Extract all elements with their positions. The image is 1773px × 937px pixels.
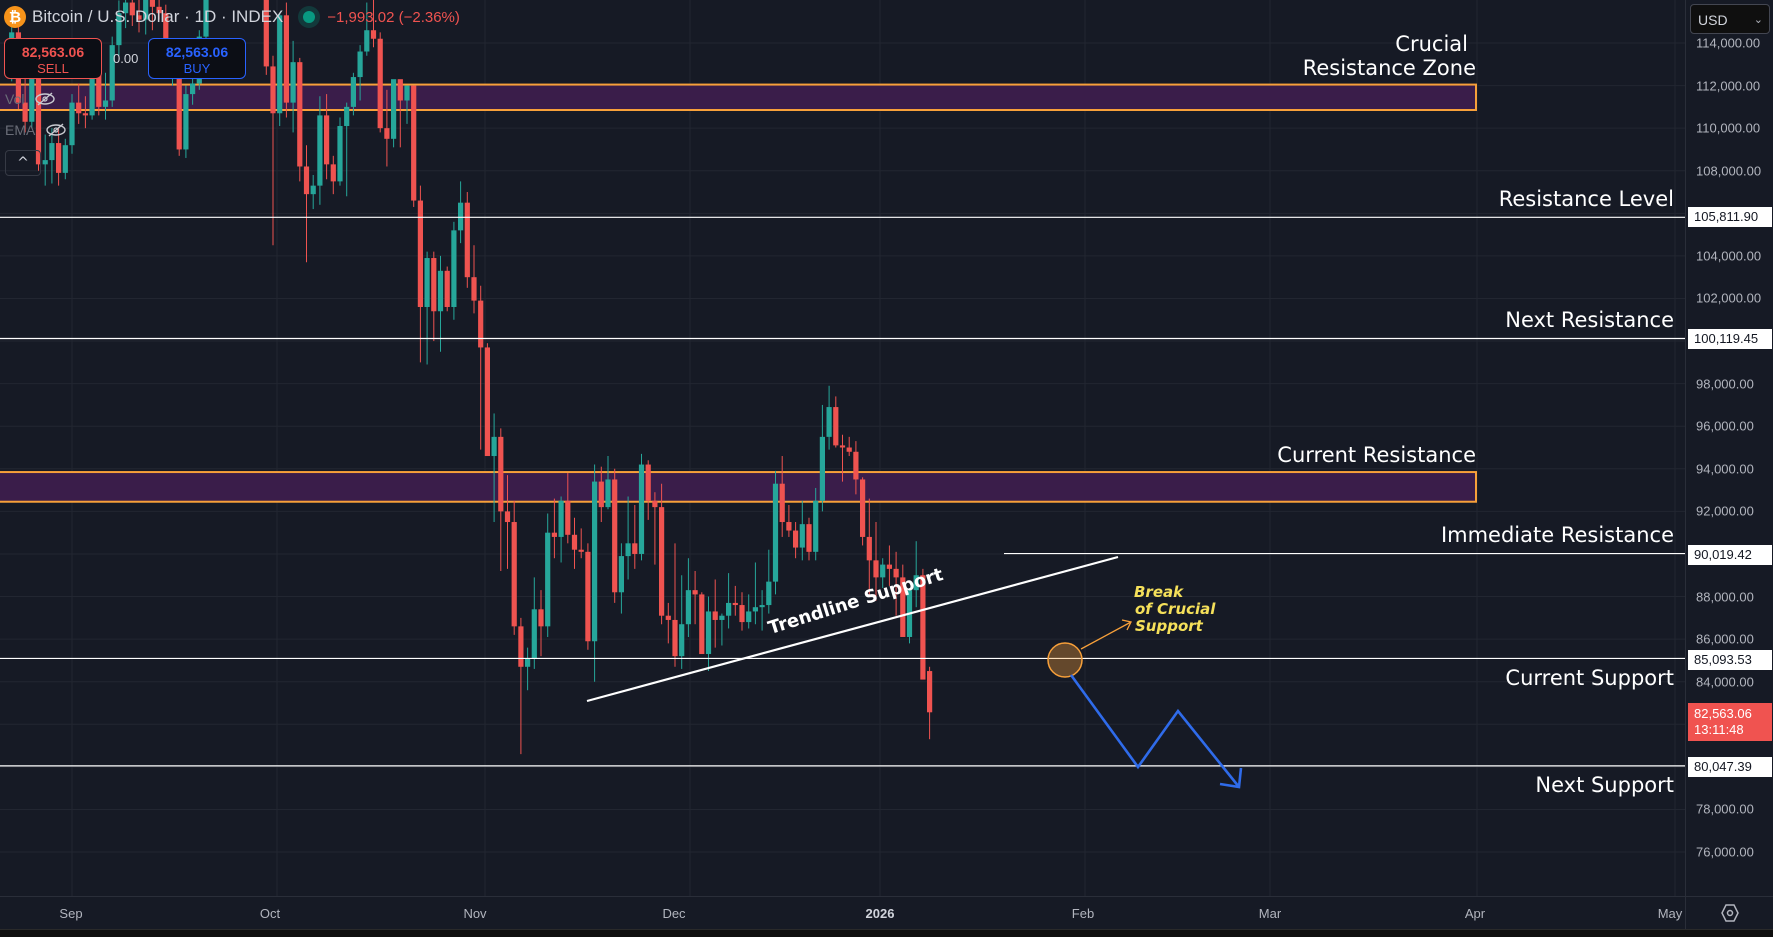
sell-button[interactable]: 82,563.06 SELL [4, 38, 102, 79]
resistance-level-label: Resistance Level [1498, 187, 1674, 211]
time-label-may: May [1657, 906, 1683, 921]
crucial-zone-label-line1: Crucial [1395, 32, 1468, 56]
crucial-zone-label: Crucial Resistance Zone [1303, 32, 1476, 80]
bitcoin-logo-icon: ₿ [4, 6, 26, 28]
projection-arrowhead [1219, 767, 1243, 789]
price-tick: 86,000.00 [1696, 631, 1754, 647]
price-flag-resistance-level: 105,811.90 [1688, 207, 1772, 227]
footer-strip [0, 929, 1773, 937]
resistance-zone-box[interactable] [0, 471, 1477, 503]
horizontal-levels [0, 216, 1685, 767]
chevron-down-icon: ⌄ [1753, 14, 1763, 26]
eye-off-icon[interactable] [45, 123, 67, 137]
resistance-zone-box[interactable] [0, 83, 1477, 111]
price-tick: 96,000.00 [1696, 418, 1754, 434]
break-highlight-circle[interactable] [1047, 642, 1083, 678]
chart-pane[interactable]: ₿ Bitcoin / U.S. Dollar · 1D · INDEX −1,… [0, 0, 1685, 896]
time-label-feb: Feb [1071, 906, 1095, 921]
drawings [586, 555, 1243, 789]
time-label-apr: Apr [1464, 906, 1486, 921]
price-tick: 110,000.00 [1696, 120, 1761, 136]
price-tick: 98,000.00 [1696, 376, 1754, 392]
break-label-line1: Break [1134, 583, 1184, 601]
currency-value: USD [1698, 12, 1728, 28]
grid-lines [0, 0, 1685, 896]
buy-price: 82,563.06 [165, 44, 229, 60]
spread-value: 0.00 [113, 51, 139, 66]
price-change: −1,993.02 (−2.36%) [327, 8, 460, 26]
buy-label: BUY [183, 61, 211, 76]
next-resistance-label: Next Resistance [1505, 308, 1674, 332]
candlestick-chart[interactable] [0, 0, 1685, 896]
price-flag-next-resistance: 100,119.45 [1688, 329, 1772, 349]
candles [9, 0, 933, 755]
trendline-support[interactable] [586, 555, 1119, 703]
indicator-ema[interactable]: EMA [5, 122, 67, 138]
price-tick: 76,000.00 [1696, 844, 1754, 860]
break-label-line3: Support [1135, 617, 1203, 635]
price-axis[interactable]: 114,000.00 112,000.00 110,000.00 108,000.00… [1685, 0, 1773, 896]
price-flag-next-support: 80,047.39 [1688, 757, 1772, 777]
price-tick: 78,000.00 [1696, 801, 1754, 817]
time-label-mar: Mar [1258, 906, 1282, 921]
settings-hexagon-icon[interactable] [1720, 903, 1740, 923]
chart-settings-corner[interactable] [1685, 896, 1773, 930]
eye-off-icon[interactable] [34, 92, 56, 106]
price-tick: 92,000.00 [1696, 503, 1754, 519]
last-price: 82,563.06 [1694, 706, 1752, 721]
symbol-legend[interactable]: ₿ Bitcoin / U.S. Dollar · 1D · INDEX −1,… [4, 6, 460, 28]
indicator-vol[interactable]: Vol [5, 91, 56, 107]
time-label-sep: Sep [59, 906, 83, 921]
break-label-line2: of Crucial [1135, 600, 1216, 618]
market-open-status-icon [303, 11, 316, 23]
current-support-label: Current Support [1505, 666, 1674, 690]
sell-label: SELL [37, 61, 69, 76]
price-tick: 114,000.00 [1696, 35, 1761, 51]
price-tick: 88,000.00 [1696, 589, 1754, 605]
sell-price: 82,563.06 [21, 44, 85, 60]
time-label-oct: Oct [259, 906, 281, 921]
next-support-label: Next Support [1535, 773, 1674, 797]
immediate-resistance-label: Immediate Resistance [1440, 523, 1674, 547]
resistance-zones [0, 83, 1477, 503]
price-tick: 94,000.00 [1696, 461, 1754, 477]
projection-path[interactable] [1069, 674, 1241, 788]
buy-button[interactable]: 82,563.06 BUY [148, 38, 246, 79]
break-callout-arrow[interactable] [1080, 621, 1132, 650]
time-label-dec: Dec [662, 906, 686, 921]
price-tick: 84,000.00 [1696, 674, 1754, 690]
price-tick: 108,000.00 [1696, 163, 1762, 179]
time-label-nov: Nov [463, 906, 487, 921]
price-tick: 104,000.00 [1696, 248, 1762, 264]
current-resistance-label: Current Resistance [1277, 443, 1476, 467]
price-flag-current-support: 85,093.53 [1688, 650, 1772, 670]
collapse-legend-button[interactable]: ^ [5, 150, 41, 176]
price-flag-immediate-resistance: 90,019.42 [1688, 545, 1772, 565]
bar-countdown: 13:11:48 [1694, 722, 1744, 737]
indicator-ema-label: EMA [5, 122, 36, 138]
currency-select[interactable]: USD ⌄ [1690, 4, 1770, 34]
break-callout-arrowhead [1121, 619, 1132, 631]
indicator-vol-label: Vol [5, 91, 25, 107]
price-tick: 112,000.00 [1696, 78, 1761, 94]
break-of-support-label: Break of Crucial Support [1134, 584, 1215, 635]
chevron-up-icon: ^ [17, 155, 29, 171]
time-label-2026: 2026 [865, 906, 895, 921]
price-tick: 102,000.00 [1696, 290, 1762, 306]
crucial-zone-label-line2: Resistance Zone [1302, 56, 1476, 80]
symbol-title[interactable]: Bitcoin / U.S. Dollar · 1D · INDEX [32, 7, 284, 26]
time-axis[interactable]: Sep Oct Nov Dec 2026 Feb Mar Apr May [0, 896, 1685, 930]
last-price-flag: 82,563.06 13:11:48 [1688, 703, 1772, 741]
